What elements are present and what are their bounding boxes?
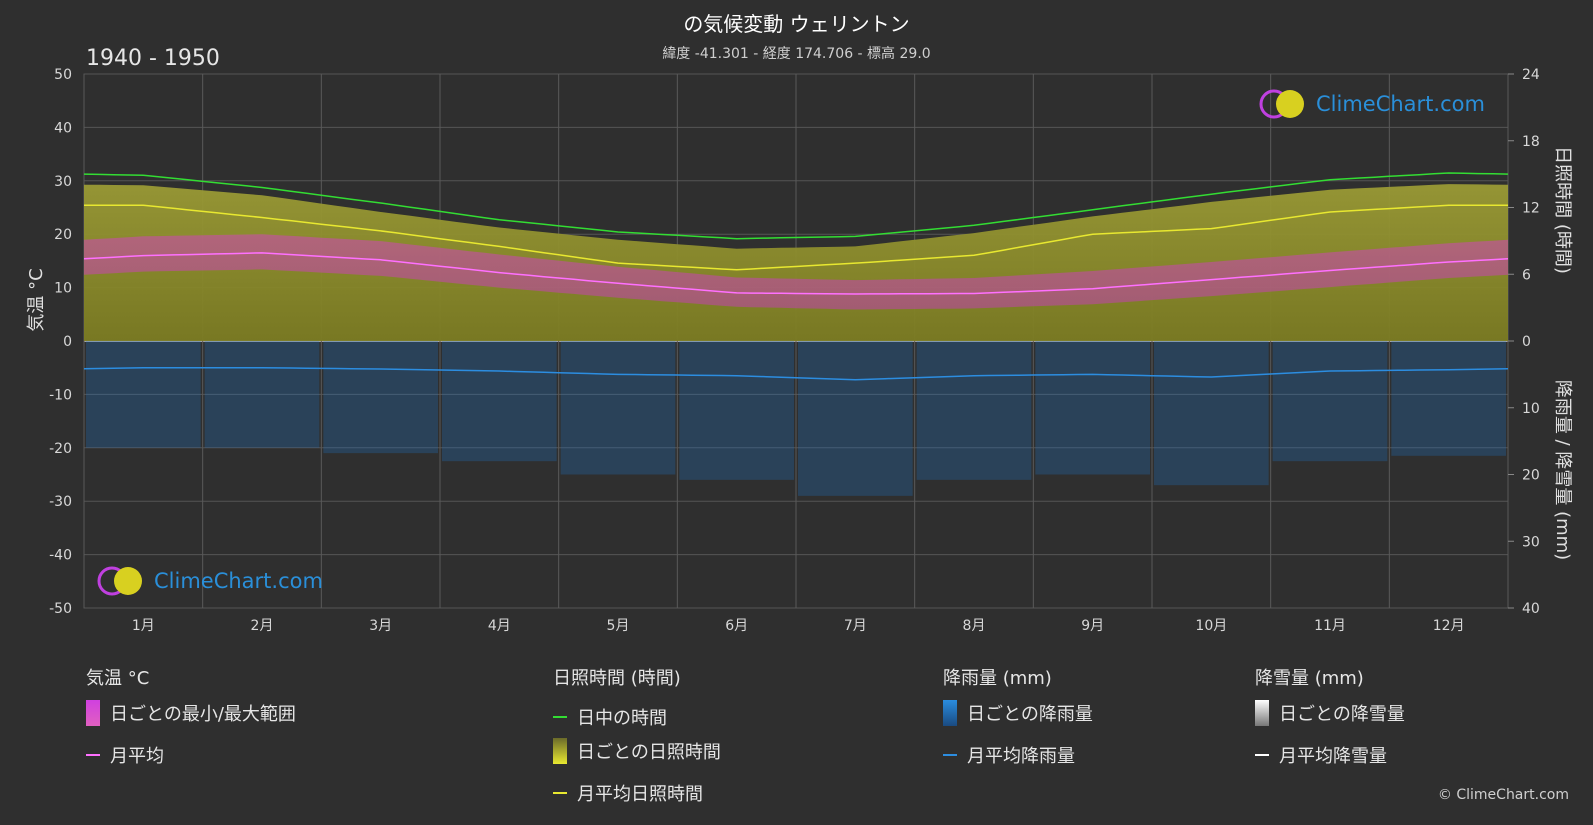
- y-right-top-tick: 24: [1522, 67, 1540, 83]
- legend-sun-heading: 日照時間 (時間): [553, 668, 681, 689]
- y-left-tick: -30: [49, 494, 72, 510]
- y-right-top-tick: 12: [1522, 201, 1540, 217]
- x-tick-label: 10月: [1195, 618, 1227, 634]
- legend-sun-mean-label: 月平均日照時間: [577, 784, 703, 805]
- legend-rain-mean-label: 月平均降雨量: [967, 746, 1075, 767]
- y-right-top-tick: 18: [1522, 134, 1540, 150]
- copyright: © ClimeChart.com: [1437, 787, 1569, 803]
- logo-top: ClimeChart.com: [1258, 88, 1485, 120]
- y-right-bottom-tick: 10: [1522, 401, 1540, 417]
- y-axis-right-top-label: 日照時間 (時間): [1552, 146, 1573, 274]
- chart-axes: 50 40 30 20 10 0 -10 -20 -30 -40 -50 24 18 12 6 0 10 20 30…: [49, 67, 1540, 634]
- chart-subtitle: 緯度 -41.301 - 経度 174.706 - 標高 29.0: [662, 46, 931, 62]
- sun-mean-swatch: [553, 792, 567, 794]
- y-left-tick: 30: [54, 174, 72, 190]
- y-right-top-tick: 0: [1522, 334, 1531, 350]
- legend-temp-heading: 気温 °C: [86, 668, 150, 689]
- temp-range-swatch: [86, 700, 100, 726]
- y-right-top-tick: 6: [1522, 267, 1531, 283]
- x-tick-label: 12月: [1433, 618, 1465, 634]
- legend-rain-daily: 日ごとの降雨量: [943, 700, 1093, 726]
- x-tick-label: 5月: [607, 618, 630, 634]
- climate-chart: 50 40 30 20 10 0 -10 -20 -30 -40 -50 24 18 12 6 0 10 20 30…: [26, 67, 1573, 634]
- legend-sun-mean: 月平均日照時間: [553, 780, 703, 806]
- y-left-tick: -10: [49, 387, 72, 403]
- y-left-tick: 40: [54, 120, 72, 136]
- rain-daily-bar: [1035, 341, 1150, 475]
- sunshine-mean-line: [84, 204, 1508, 271]
- legend-snow-daily-label: 日ごとの降雪量: [1279, 704, 1405, 725]
- chart-lines: [83, 172, 1509, 381]
- y-right-bottom-tick: 40: [1522, 601, 1540, 617]
- rain-daily-bar: [916, 341, 1032, 480]
- legend-temp-range-label: 日ごとの最小/最大範囲: [110, 704, 296, 725]
- x-tick-label: 8月: [963, 618, 986, 634]
- logo-top-text: ClimeChart.com: [1316, 92, 1485, 116]
- rain-daily-bar: [679, 341, 794, 480]
- legend-rain-heading: 降雨量 (mm): [943, 668, 1052, 689]
- snow-mean-swatch: [1255, 754, 1269, 756]
- x-tick-label: 2月: [251, 618, 274, 634]
- temp-mean-swatch: [86, 754, 100, 756]
- rain-daily-bar: [323, 341, 438, 454]
- rain-mean-line: [83, 366, 1509, 381]
- logo-bottom-text: ClimeChart.com: [154, 569, 323, 593]
- rain-mean-swatch: [943, 754, 957, 756]
- snow-daily-swatch: [1255, 700, 1269, 726]
- rain-daily-bar: [204, 341, 320, 448]
- legend-snow-mean: 月平均降雪量: [1255, 742, 1387, 768]
- logo-bottom-icon: [97, 566, 142, 596]
- chart-bands: [84, 184, 1508, 496]
- sunshine-daily-area: [84, 184, 1508, 341]
- legend-rain-mean: 月平均降雨量: [943, 742, 1075, 768]
- daylight-line: [83, 172, 1509, 240]
- period-label: 1940 - 1950: [86, 46, 220, 71]
- x-tick-label: 1月: [132, 618, 155, 634]
- y-axis-left-label: 気温 °C: [26, 268, 47, 331]
- legend-daylight-label: 日中の時間: [577, 708, 667, 729]
- y-left-tick: -20: [49, 441, 72, 457]
- logo-top-icon: [1259, 89, 1304, 119]
- daylight-swatch: [553, 716, 567, 718]
- x-tick-label: 9月: [1081, 618, 1104, 634]
- y-left-tick: -40: [49, 548, 72, 564]
- y-left-tick: 10: [54, 281, 72, 297]
- rain-daily-bar: [560, 341, 676, 475]
- temperature-mean-line: [83, 252, 1509, 295]
- y-left-tick: -50: [49, 601, 72, 617]
- y-left-tick: 20: [54, 227, 72, 243]
- rain-daily-bar: [86, 341, 201, 448]
- x-tick-label: 4月: [488, 618, 511, 634]
- x-tick-label: 3月: [369, 618, 392, 634]
- legend-daylight: 日中の時間: [553, 704, 667, 730]
- y-right-bottom-tick: 30: [1522, 534, 1540, 550]
- rain-daily-bar: [1391, 341, 1506, 456]
- x-tick-label: 11月: [1314, 618, 1346, 634]
- y-left-tick: 0: [63, 334, 72, 350]
- rain-daily-bar: [798, 341, 913, 496]
- legend-snow-heading: 降雪量 (mm): [1255, 668, 1364, 689]
- legend-snow-daily: 日ごとの降雪量: [1255, 700, 1405, 726]
- legend-snow-mean-label: 月平均降雪量: [1279, 746, 1387, 767]
- y-axis-right-bottom-label: 降雨量 / 降雪量 (mm): [1552, 380, 1573, 560]
- legend-temp-mean: 月平均: [86, 742, 164, 768]
- x-tick-label: 6月: [725, 618, 748, 634]
- rain-daily-bar: [1272, 341, 1388, 462]
- x-tick-label: 7月: [844, 618, 867, 634]
- legend-temp-mean-label: 月平均: [110, 746, 164, 767]
- rain-daily-swatch: [943, 700, 957, 726]
- legend-sun-daily-label: 日ごとの日照時間: [577, 742, 721, 763]
- legend-rain-daily-label: 日ごとの降雨量: [967, 704, 1093, 725]
- logo-bottom: ClimeChart.com: [96, 565, 323, 597]
- y-right-bottom-tick: 20: [1522, 468, 1540, 484]
- rain-daily-bar: [442, 341, 557, 462]
- legend-temp-range: 日ごとの最小/最大範囲: [86, 700, 296, 726]
- legend-sun-daily: 日ごとの日照時間: [553, 738, 721, 764]
- chart-title: の気候変動 ウェリントン: [683, 12, 910, 36]
- temperature-range-band: [84, 234, 1508, 310]
- rain-daily-bar: [1154, 341, 1269, 486]
- sun-daily-swatch: [553, 738, 567, 764]
- y-left-tick: 50: [54, 67, 72, 83]
